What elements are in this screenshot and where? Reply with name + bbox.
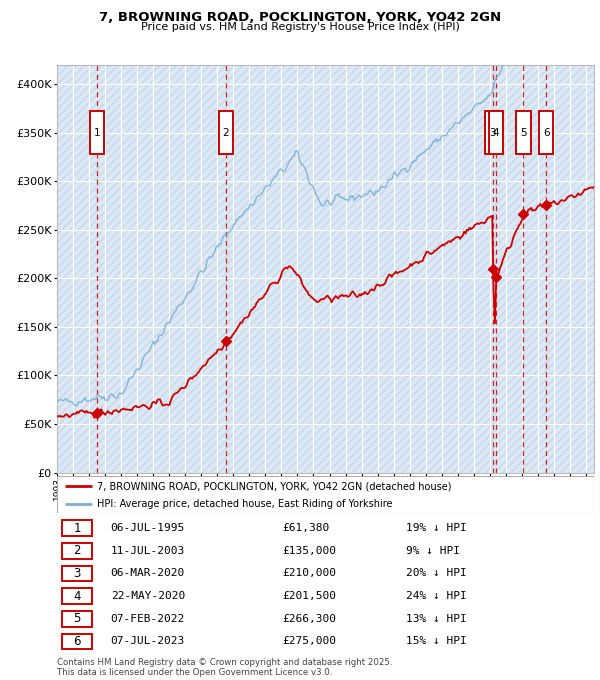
Bar (62, 520, 92, 536)
Text: £210,000: £210,000 (283, 568, 337, 579)
Text: 2: 2 (223, 128, 229, 137)
Text: £135,000: £135,000 (283, 546, 337, 556)
Text: 6: 6 (543, 128, 550, 137)
Bar (516, 112, 530, 154)
Text: 6: 6 (73, 635, 81, 648)
Text: 3: 3 (73, 567, 81, 580)
Text: 20% ↓ HPI: 20% ↓ HPI (406, 568, 467, 579)
Text: £275,000: £275,000 (283, 636, 337, 647)
Text: 1: 1 (94, 128, 101, 137)
Text: 13% ↓ HPI: 13% ↓ HPI (406, 614, 467, 624)
Text: HPI: Average price, detached house, East Riding of Yorkshire: HPI: Average price, detached house, East… (97, 498, 393, 509)
Bar (218, 112, 233, 154)
Text: Contains HM Land Registry data © Crown copyright and database right 2025.
This d: Contains HM Land Registry data © Crown c… (57, 658, 392, 677)
Text: £61,380: £61,380 (283, 523, 330, 533)
Text: 3: 3 (490, 128, 496, 137)
Text: 5: 5 (520, 128, 527, 137)
Text: £201,500: £201,500 (283, 591, 337, 601)
Bar (62, 543, 92, 559)
Text: 06-MAR-2020: 06-MAR-2020 (111, 568, 185, 579)
Text: Price paid vs. HM Land Registry's House Price Index (HPI): Price paid vs. HM Land Registry's House … (140, 22, 460, 33)
Text: 07-FEB-2022: 07-FEB-2022 (111, 614, 185, 624)
Text: 4: 4 (73, 590, 81, 602)
Text: 2: 2 (73, 544, 81, 558)
Text: £266,300: £266,300 (283, 614, 337, 624)
Text: 1: 1 (73, 522, 81, 534)
Text: 7, BROWNING ROAD, POCKLINGTON, YORK, YO42 2GN: 7, BROWNING ROAD, POCKLINGTON, YORK, YO4… (99, 11, 501, 24)
Text: 06-JUL-1995: 06-JUL-1995 (111, 523, 185, 533)
Text: 19% ↓ HPI: 19% ↓ HPI (406, 523, 467, 533)
Bar (539, 112, 553, 154)
Bar (62, 611, 92, 627)
Bar (485, 112, 500, 154)
Text: 4: 4 (493, 128, 499, 137)
Bar (489, 112, 503, 154)
Text: 07-JUL-2023: 07-JUL-2023 (111, 636, 185, 647)
Text: 7, BROWNING ROAD, POCKLINGTON, YORK, YO42 2GN (detached house): 7, BROWNING ROAD, POCKLINGTON, YORK, YO4… (97, 481, 452, 492)
Text: 15% ↓ HPI: 15% ↓ HPI (406, 636, 467, 647)
Bar (62, 634, 92, 649)
Bar (62, 566, 92, 581)
Bar (62, 588, 92, 604)
Bar (90, 112, 104, 154)
Text: 11-JUL-2003: 11-JUL-2003 (111, 546, 185, 556)
Text: 22-MAY-2020: 22-MAY-2020 (111, 591, 185, 601)
Text: 5: 5 (73, 612, 81, 626)
Text: 9% ↓ HPI: 9% ↓ HPI (406, 546, 460, 556)
Text: 24% ↓ HPI: 24% ↓ HPI (406, 591, 467, 601)
